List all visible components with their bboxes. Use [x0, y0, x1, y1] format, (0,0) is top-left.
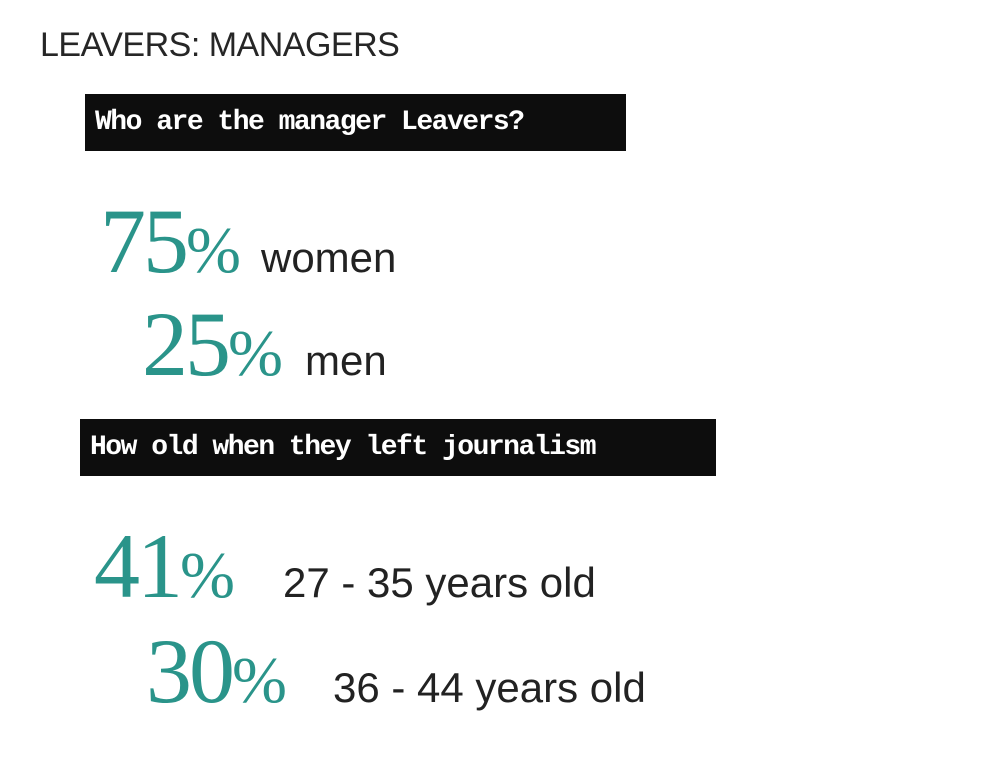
gender-section-heading: Who are the manager Leavers? — [85, 94, 626, 151]
stat-value: 30 — [146, 620, 235, 722]
stat-value: 41 — [94, 515, 183, 617]
page-title: LEAVERS: MANAGERS — [40, 26, 400, 64]
stat-label: men — [304, 337, 387, 384]
percent-sign: % — [180, 539, 235, 612]
stat-value: 75 — [100, 190, 189, 292]
stat-age-36-44: 30 % 36 - 44 years old — [146, 625, 646, 717]
percent-sign: % — [186, 214, 241, 287]
age-section-heading: How old when they left journalism — [80, 419, 716, 476]
stat-label: women — [260, 234, 397, 281]
stat-men: 25 % men — [142, 298, 387, 390]
stat-label: 36 - 44 years old — [332, 664, 646, 711]
stat-value: 25 — [142, 293, 231, 395]
stat-label: 27 - 35 years old — [282, 559, 596, 606]
stat-age-27-35: 41 % 27 - 35 years old — [94, 520, 596, 612]
percent-sign: % — [232, 644, 287, 717]
percent-sign: % — [228, 317, 283, 390]
stat-women: 75 % women — [100, 195, 396, 287]
